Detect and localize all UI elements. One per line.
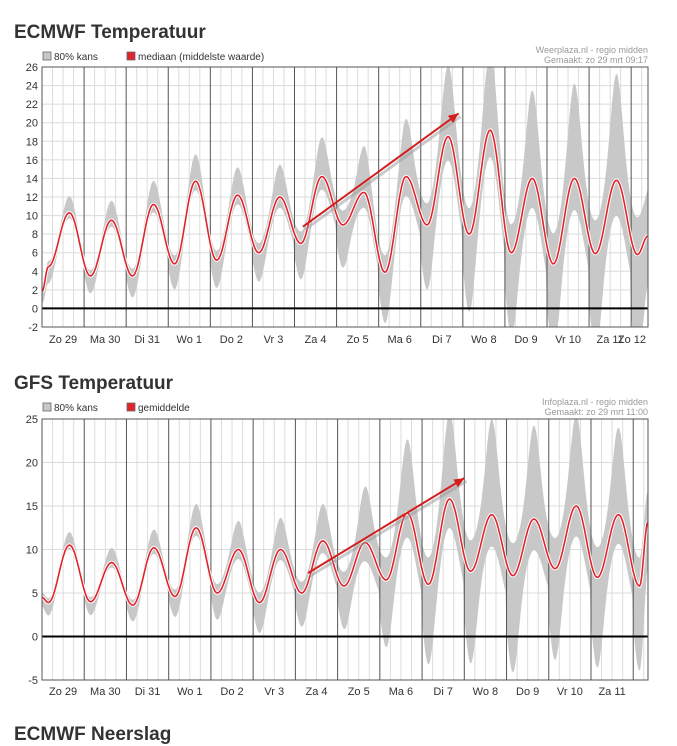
legend-swatch-line bbox=[126, 402, 136, 412]
x-tick-label: Wo 1 bbox=[177, 334, 202, 346]
x-tick-label: Wo 8 bbox=[473, 686, 498, 698]
x-tick-label: Zo 5 bbox=[347, 334, 369, 346]
y-tick-label: 4 bbox=[32, 266, 38, 278]
chart-source-gfs: Infoplaza.nl - regio midden Gemaakt: zo … bbox=[542, 397, 648, 417]
trend-arrow-shadow bbox=[304, 115, 462, 231]
legend-label-band: 80% kans bbox=[54, 52, 98, 63]
y-tick-label: 25 bbox=[26, 414, 38, 426]
y-tick-label: -5 bbox=[28, 675, 38, 687]
legend-label-band: 80% kans bbox=[54, 403, 98, 414]
x-tick-label: Za 4 bbox=[305, 686, 327, 698]
y-tick-label: -2 bbox=[28, 322, 38, 334]
trend-arrow-head bbox=[453, 478, 465, 488]
legend-swatch-band bbox=[42, 51, 52, 61]
trend-arrow-line bbox=[302, 112, 460, 228]
x-tick-label: Vr 10 bbox=[557, 686, 583, 698]
x-tick-label: Ma 30 bbox=[90, 686, 121, 698]
y-tick-label: 22 bbox=[26, 99, 38, 111]
source-line-1: Weerplaza.nl - regio midden bbox=[535, 45, 648, 55]
chart-source-ecmwf: Weerplaza.nl - regio midden Gemaakt: zo … bbox=[536, 45, 648, 65]
chart-title-ecmwf: ECMWF Temperatuur bbox=[14, 22, 206, 43]
x-tick-label: Do 9 bbox=[516, 686, 539, 698]
x-tick-label: Za 11 bbox=[596, 334, 623, 346]
gfs-temperature-chart: -5 0 5 10 15 20 25 Zo 29 Ma 30 Di 31 Wo 1 Do 2 Vr 3 Z… bbox=[26, 402, 650, 698]
y-tick-label: 24 bbox=[26, 81, 38, 93]
y-tick-label: 18 bbox=[26, 136, 38, 148]
x-tick-label: Zo 29 bbox=[49, 686, 77, 698]
x-tick-label: Za 4 bbox=[305, 334, 327, 346]
x-tick-label: Ma 30 bbox=[90, 334, 121, 346]
y-tick-label: 26 bbox=[26, 62, 38, 74]
series-band-80pct bbox=[42, 419, 648, 673]
x-tick-label: Vr 10 bbox=[555, 334, 581, 346]
plot-frame bbox=[41, 66, 649, 328]
y-tick-label: 8 bbox=[32, 229, 38, 241]
x-tick-label: Di 31 bbox=[134, 334, 160, 346]
legend-label-line: mediaan (middelste waarde) bbox=[138, 52, 264, 63]
y-tick-label: 20 bbox=[26, 118, 38, 130]
x-tick-label: Do 9 bbox=[514, 334, 537, 346]
x-tick-label: Do 2 bbox=[220, 686, 243, 698]
y-tick-label: 5 bbox=[32, 588, 38, 600]
x-tick-label: Wo 8 bbox=[471, 334, 496, 346]
source-line-2: Gemaakt: zo 29 mrt 09:17 bbox=[543, 55, 648, 65]
next-chart-title-partial: ECMWF Neerslag bbox=[14, 724, 172, 745]
y-tick-label: 20 bbox=[26, 458, 38, 470]
legend-label-line: gemiddelde bbox=[138, 403, 190, 414]
x-tick-label: Vr 3 bbox=[264, 686, 284, 698]
x-tick-label: Ma 6 bbox=[387, 334, 411, 346]
y-tick-label: 16 bbox=[26, 155, 38, 167]
trend-arrow-shadow bbox=[309, 479, 468, 578]
x-tick-label: Di 31 bbox=[135, 686, 161, 698]
y-tick-label: 12 bbox=[26, 192, 38, 204]
x-tick-label: Di 7 bbox=[433, 686, 453, 698]
y-tick-label: 2 bbox=[32, 285, 38, 297]
y-tick-label: 0 bbox=[32, 632, 38, 644]
x-tick-label: Zo 29 bbox=[49, 334, 77, 346]
y-tick-label: 15 bbox=[26, 501, 38, 513]
source-line-1: Infoplaza.nl - regio midden bbox=[541, 397, 648, 407]
x-tick-label: Wo 1 bbox=[177, 686, 202, 698]
x-tick-label: Zo 12 bbox=[618, 334, 646, 346]
x-tick-label: Ma 6 bbox=[389, 686, 413, 698]
y-tick-label: 10 bbox=[26, 211, 38, 223]
trend-arrow-line bbox=[307, 477, 465, 574]
y-tick-label: 10 bbox=[26, 545, 38, 557]
y-tick-label: 14 bbox=[26, 173, 38, 185]
legend-swatch-band bbox=[42, 402, 52, 412]
source-line-2: Gemaakt: zo 29 mrt 11:00 bbox=[544, 407, 648, 417]
x-tick-label: Za 11 bbox=[598, 686, 625, 698]
x-tick-label: Vr 3 bbox=[264, 334, 284, 346]
x-tick-label: Di 7 bbox=[432, 334, 452, 346]
y-tick-label: 0 bbox=[32, 303, 38, 315]
series-line-temperature bbox=[41, 498, 649, 607]
x-tick-label: Do 2 bbox=[220, 334, 243, 346]
legend-swatch-line bbox=[126, 51, 136, 61]
series-line-temperature bbox=[41, 129, 649, 293]
chart-title-gfs: GFS Temperatuur bbox=[14, 373, 174, 394]
y-tick-label: 6 bbox=[32, 248, 38, 260]
plot-frame bbox=[41, 418, 649, 681]
series-band-80pct bbox=[42, 67, 648, 327]
trend-arrow-head bbox=[447, 113, 459, 123]
x-tick-label: Zo 5 bbox=[348, 686, 370, 698]
